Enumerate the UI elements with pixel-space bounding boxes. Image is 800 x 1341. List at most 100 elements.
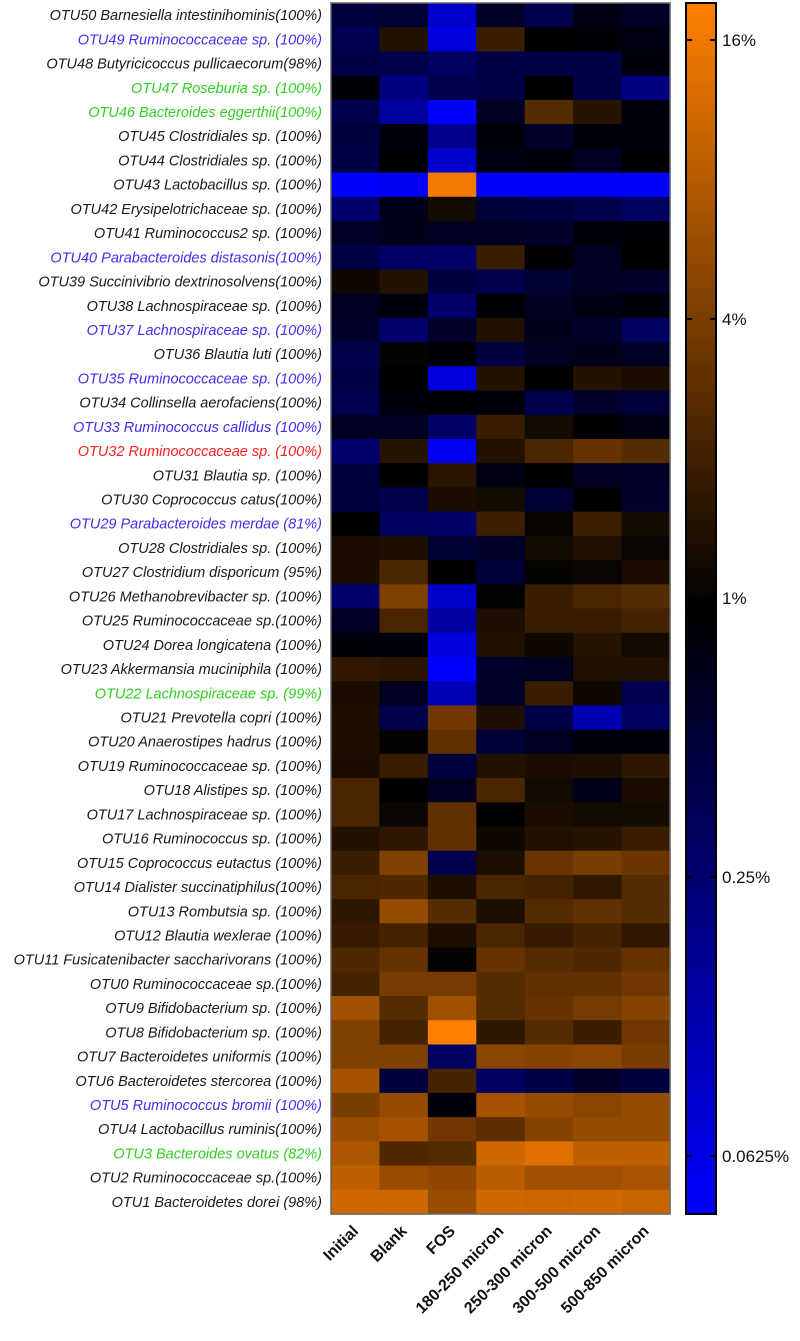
heatmap-cell <box>379 656 429 682</box>
heatmap-cell <box>573 1141 623 1167</box>
heatmap-cell <box>427 1165 477 1191</box>
heatmap-cell <box>379 874 429 900</box>
column-label: FOS <box>424 1223 460 1259</box>
heatmap-cell <box>476 874 526 900</box>
row-label: OTU11 Fusicatenibacter saccharivorans (1… <box>14 953 322 969</box>
heatmap-cell <box>427 51 477 77</box>
heatmap-cell <box>379 608 429 634</box>
row-label: OTU6 Bacteroidetes stercorea (100%) <box>75 1074 322 1090</box>
heatmap-cell <box>331 487 381 513</box>
heatmap-cell <box>379 487 429 513</box>
heatmap-border <box>330 2 671 1215</box>
heatmap-cell <box>427 899 477 924</box>
row-label: OTU21 Prevotella copri (100%) <box>121 710 322 726</box>
heatmap-cell <box>573 971 623 997</box>
heatmap-cell <box>379 1141 429 1167</box>
heatmap-cell <box>524 51 574 77</box>
heatmap-cell <box>379 220 429 246</box>
heatmap-cell <box>331 390 381 416</box>
heatmap-cell <box>524 1117 574 1142</box>
column-label: 300-500 micron <box>510 1223 604 1317</box>
heatmap-cell <box>573 705 623 731</box>
heatmap-cell <box>621 269 671 295</box>
heatmap-cell <box>621 681 671 706</box>
row-label: OTU29 Parabacteroides merdae (81%) <box>70 517 322 533</box>
heatmap-cell <box>573 487 623 513</box>
heatmap-cell <box>621 947 671 973</box>
heatmap-cell <box>621 560 671 585</box>
row-label: OTU43 Lactobacillus sp. (100%) <box>113 178 322 194</box>
heatmap-cell <box>524 1189 574 1215</box>
heatmap-cell <box>621 1165 671 1191</box>
row-label: OTU26 Methanobrevibacter sp. (100%) <box>69 589 322 605</box>
heatmap-cell <box>427 560 477 585</box>
heatmap-cell <box>621 608 671 634</box>
heatmap-cell <box>379 99 429 125</box>
heatmap-cell <box>524 148 574 174</box>
row-label: OTU9 Bifidobacterium sp. (100%) <box>105 1001 322 1017</box>
heatmap-cell <box>331 511 381 537</box>
heatmap-cell <box>379 778 429 803</box>
heatmap-cell <box>476 1092 526 1118</box>
heatmap-cell <box>331 656 381 682</box>
heatmap-cell <box>427 778 477 803</box>
colorbar-gradient <box>685 2 717 1215</box>
heatmap-cell <box>476 1117 526 1142</box>
heatmap-cell <box>573 802 623 828</box>
heatmap-cell <box>331 996 381 1021</box>
heatmap-cell <box>379 1020 429 1046</box>
heatmap-cell <box>573 1117 623 1142</box>
heatmap-cell <box>476 681 526 706</box>
heatmap-cell <box>621 1117 671 1142</box>
heatmap-cell <box>379 51 429 77</box>
heatmap-cell <box>427 802 477 828</box>
heatmap-cell <box>427 124 477 149</box>
heatmap-cell <box>524 3 574 28</box>
heatmap-cell <box>524 560 574 585</box>
heatmap-cell <box>379 535 429 561</box>
heatmap-cell <box>621 293 671 319</box>
heatmap-cell <box>573 27 623 53</box>
heatmap-cell <box>476 3 526 28</box>
heatmap-cell <box>331 463 381 488</box>
heatmap-cell <box>476 996 526 1021</box>
row-label: OTU4 Lactobacillus ruminis(100%) <box>98 1122 322 1138</box>
heatmap-cell <box>524 656 574 682</box>
heatmap-cell <box>379 3 429 28</box>
row-label: OTU16 Ruminococcus sp. (100%) <box>102 832 322 848</box>
heatmap-cell <box>524 874 574 900</box>
heatmap-cell <box>621 220 671 246</box>
heatmap-cell <box>427 438 477 464</box>
row-label: OTU28 Clostridiales sp. (100%) <box>118 541 322 557</box>
row-label: OTU5 Ruminococcus bromii (100%) <box>90 1098 322 1114</box>
heatmap-cell <box>621 874 671 900</box>
heatmap-cell <box>476 511 526 537</box>
heatmap-cell <box>524 220 574 246</box>
heatmap-cell <box>573 753 623 779</box>
row-label: OTU32 Ruminococcaceae sp. (100%) <box>78 444 322 460</box>
heatmap-cell <box>427 245 477 271</box>
heatmap-cell <box>331 1068 381 1094</box>
heatmap-cell <box>427 729 477 755</box>
heatmap-cell <box>427 1044 477 1070</box>
heatmap-cell <box>379 27 429 53</box>
heatmap-cell <box>331 850 381 876</box>
heatmap-cell <box>331 51 381 77</box>
heatmap-cell <box>524 99 574 125</box>
heatmap-cell <box>524 366 574 392</box>
heatmap-cell <box>476 124 526 149</box>
heatmap-cell <box>524 923 574 949</box>
heatmap-cell <box>476 317 526 343</box>
heatmap-cell <box>476 1189 526 1215</box>
heatmap-cell <box>331 172 381 198</box>
heatmap-cell <box>621 245 671 271</box>
colorbar-tick-label: 4% <box>722 310 747 329</box>
heatmap-cell <box>427 414 477 440</box>
heatmap-cell <box>573 220 623 246</box>
heatmap-cell <box>573 729 623 755</box>
heatmap-cell <box>331 705 381 731</box>
heatmap-cell <box>379 1044 429 1070</box>
row-label: OTU50 Barnesiella intestinihominis(100%) <box>50 8 322 24</box>
heatmap-cell <box>476 535 526 561</box>
heatmap-cell <box>427 390 477 416</box>
